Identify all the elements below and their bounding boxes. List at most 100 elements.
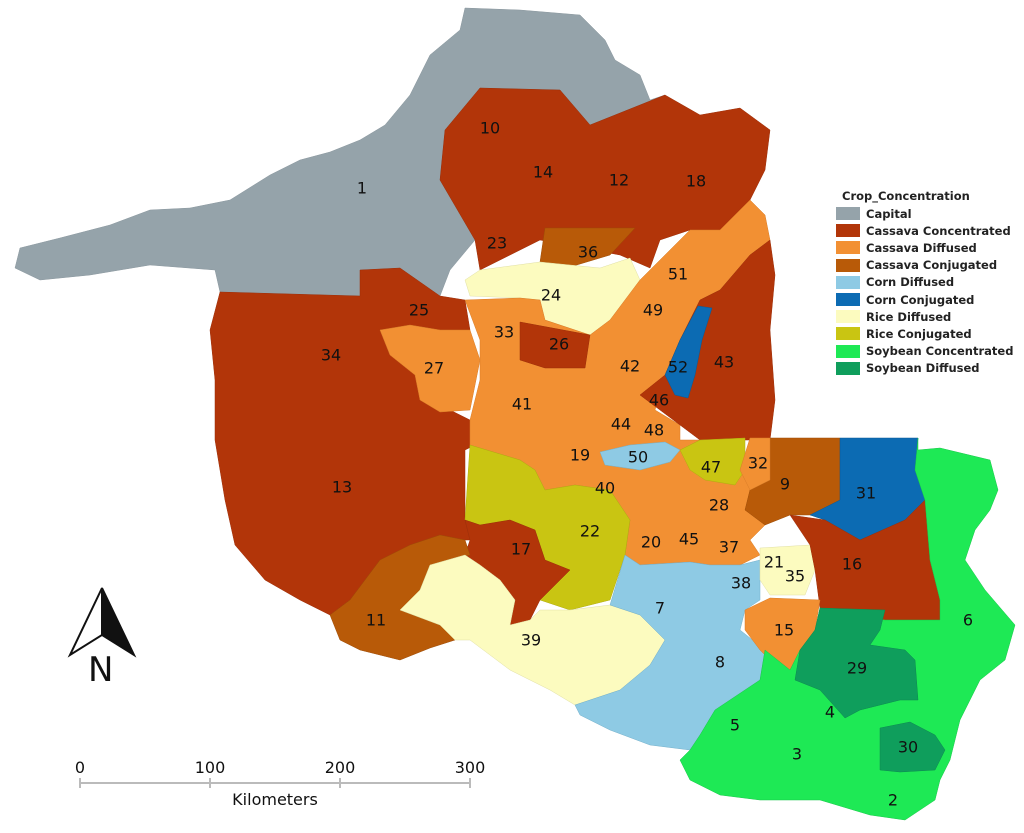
legend-label: Capital — [866, 206, 912, 221]
region-label: 6 — [963, 611, 973, 630]
region-label: 32 — [748, 454, 768, 473]
region-label: 39 — [521, 631, 541, 650]
region-label: 25 — [409, 301, 429, 320]
legend-item: Cassava Conjugated — [836, 257, 997, 274]
region-label: 44 — [611, 415, 631, 434]
legend-label: Corn Conjugated — [866, 292, 975, 307]
north-arrow-icon — [67, 587, 137, 658]
region-label: 51 — [668, 265, 688, 284]
region-label: 18 — [686, 172, 706, 191]
region-label: 22 — [580, 522, 600, 541]
legend-item: Corn Conjugated — [836, 291, 992, 308]
legend-item: Capital — [836, 205, 992, 222]
legend-label: Cassava Conjugated — [866, 258, 998, 273]
region-26[interactable] — [519, 321, 591, 369]
legend-item: Corn Diffused — [836, 274, 992, 291]
legend-label: Soybean Concentrated — [866, 344, 1014, 359]
region-label: 50 — [628, 448, 648, 467]
region-label: 12 — [609, 171, 629, 190]
region-label: 8 — [715, 653, 725, 672]
legend-item: Rice Conjugated — [836, 325, 992, 342]
legend-label: Cassava Diffused — [866, 240, 977, 255]
legend-swatch — [836, 258, 860, 272]
north-letter: N — [88, 650, 114, 690]
region-50[interactable] — [599, 441, 681, 471]
region-label: 49 — [643, 301, 663, 320]
region-label: 4 — [825, 703, 835, 722]
legend-swatch — [836, 344, 860, 358]
scale-tick-label: 0 — [74, 758, 86, 777]
scale-tick-label: 100 — [194, 758, 226, 777]
region-label: 20 — [641, 533, 661, 552]
legend-item: Rice Diffused — [836, 308, 992, 325]
legend: Crop_Concentration Capital Cassava Concen… — [834, 186, 1013, 381]
region-label: 11 — [366, 611, 386, 630]
region-label: 34 — [321, 346, 341, 365]
legend-swatch — [836, 224, 860, 238]
region-label: 37 — [719, 538, 739, 557]
region-30[interactable] — [879, 721, 946, 773]
scale-tick-label: 200 — [324, 758, 356, 777]
region-label: 31 — [856, 484, 876, 503]
legend-label: Cassava Concentrated — [866, 223, 1011, 238]
region-label: 26 — [549, 335, 569, 354]
legend-swatch — [836, 310, 860, 324]
region-label: 36 — [578, 243, 598, 262]
legend-swatch — [836, 241, 860, 255]
region-label: 1 — [357, 179, 367, 198]
region-label: 9 — [780, 475, 790, 494]
region-label: 40 — [595, 479, 615, 498]
legend-swatch — [836, 361, 860, 375]
region-label: 19 — [570, 446, 590, 465]
region-label: 46 — [649, 391, 669, 410]
region-label: 15 — [774, 621, 794, 640]
region-label: 38 — [731, 574, 751, 593]
region-label: 23 — [487, 234, 507, 253]
legend-label: Rice Conjugated — [866, 326, 972, 341]
region-label: 17 — [511, 540, 531, 559]
region-label: 42 — [620, 357, 640, 376]
region-36[interactable] — [539, 227, 636, 271]
region-label: 5 — [730, 716, 740, 735]
region-32[interactable] — [739, 437, 771, 491]
legend-swatch — [836, 293, 860, 307]
region-label: 52 — [668, 358, 688, 377]
region-label: 2 — [888, 791, 898, 810]
region-label: 16 — [842, 555, 862, 574]
legend-item: Soybean Diffused — [836, 360, 992, 377]
legend-swatch — [836, 327, 860, 341]
legend-swatch — [836, 275, 860, 289]
legend-label: Corn Diffused — [866, 275, 955, 290]
scale-unit-label: Kilometers — [232, 790, 318, 809]
region-47[interactable] — [679, 437, 746, 486]
region-label: 35 — [785, 567, 805, 586]
legend-item: Cassava Diffused — [836, 239, 992, 256]
legend-label: Rice Diffused — [866, 309, 952, 324]
region-label: 48 — [644, 421, 664, 440]
region-label: 45 — [679, 530, 699, 549]
region-label: 24 — [541, 286, 561, 305]
legend-item: Cassava Concentrated — [836, 222, 1011, 239]
region-27[interactable] — [379, 324, 481, 413]
legend-label: Soybean Diffused — [866, 361, 980, 376]
region-label: 10 — [480, 119, 500, 138]
region-label: 29 — [847, 659, 867, 678]
region-label: 21 — [764, 553, 784, 572]
region-label: 3 — [792, 745, 802, 764]
region-label: 30 — [898, 738, 918, 757]
region-label: 47 — [701, 458, 721, 477]
region-label: 33 — [494, 323, 514, 342]
scale-tick-label: 300 — [454, 758, 486, 777]
legend-title: Crop_Concentration — [842, 189, 970, 203]
legend-items: Capital Cassava Concentrated Cassava Diffu… — [836, 205, 1013, 377]
region-29[interactable] — [794, 607, 919, 719]
region-labels: 1234567891011121314151617181920212223242… — [321, 119, 973, 810]
region-52[interactable] — [664, 305, 713, 399]
region-label: 27 — [424, 359, 444, 378]
region-label: 41 — [512, 395, 532, 414]
region-label: 14 — [533, 163, 553, 182]
legend-item: Soybean Concentrated — [836, 343, 1013, 360]
legend-swatch — [836, 207, 860, 221]
